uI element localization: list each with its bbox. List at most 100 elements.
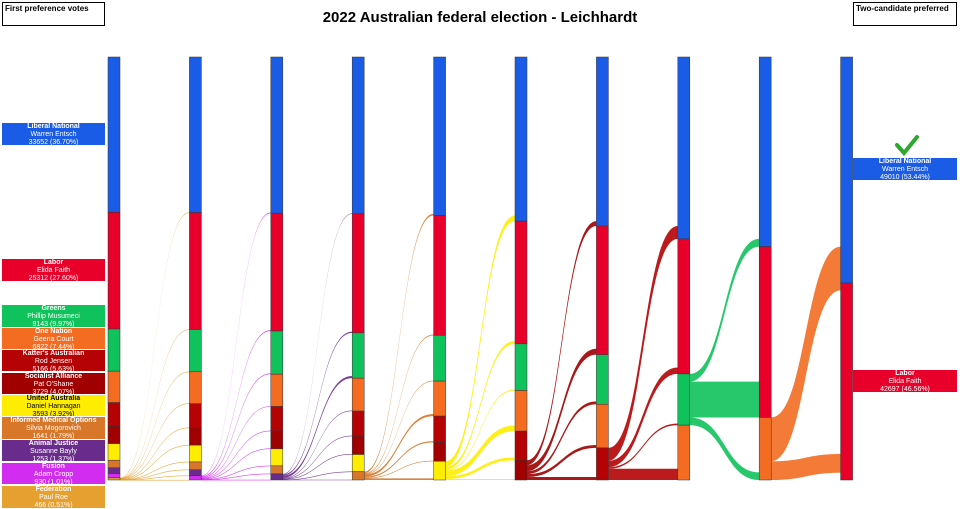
transfer-flow-imo-to-onp [364, 414, 434, 477]
first-preference-label-fus: Fusion Adam Cropp 930 (1.01%) [2, 463, 105, 484]
label-candidate: Phillip Musumeci [27, 313, 80, 320]
continuing-flow [282, 213, 353, 332]
label-candidate: Daniel Hannagan [26, 403, 81, 410]
transfer-flow-fed-to-soc [120, 445, 190, 480]
continuing-flow [282, 331, 353, 377]
bar-col5-soc [514, 460, 528, 481]
label-candidate: Susanne Bayly [30, 448, 77, 455]
bar-col3-lnp [351, 56, 365, 215]
continuing-flow [527, 57, 597, 222]
transfer-flow-uap-to-onp [445, 425, 515, 477]
transfer-flow-fed-to-kap [120, 427, 190, 480]
continuing-flow [201, 329, 271, 374]
label-party: Informed Medical Options [10, 417, 97, 424]
label-label: 930 (1.01%) [34, 479, 73, 484]
bar-col0-soc [107, 426, 121, 444]
transfer-flow-ajp-to-grn [282, 376, 353, 478]
label-party: Socialist Alliance [24, 373, 83, 380]
bar-col6-lnp [596, 56, 609, 227]
bar-col7-onp [677, 424, 691, 481]
continuing-flow [120, 473, 190, 480]
two-candidate-label-alp: Labor Elida Faith 42697 (46.56%) [853, 370, 957, 392]
bar-col5-kap [514, 430, 528, 461]
label-party: Federation [35, 486, 72, 493]
transfer-flow-fus-to-ajp [201, 479, 271, 481]
transfer-flow-fed-to-uap [120, 461, 190, 480]
winner-marks [895, 135, 919, 157]
label-label: 1253 (1.37%) [32, 456, 75, 461]
bar-col3-uap [351, 454, 365, 472]
bar-col3-onp [351, 377, 365, 412]
transfer-flow-soc-to-alp [527, 348, 597, 472]
bar-col2-grn [270, 330, 284, 375]
label-party: One Nation [34, 328, 73, 335]
transfer-flow-kap-to-alp [608, 367, 678, 468]
two-candidate-label-lnp: Liberal National Warren Entsch 49010 (53.4… [853, 158, 957, 180]
continuing-flow [445, 215, 515, 342]
bar-col1-grn [189, 329, 202, 373]
bar-col1-fus [189, 475, 202, 481]
bar-col3-kap [351, 410, 365, 437]
transfer-flow-imo-to-uap [364, 478, 434, 480]
transfer-flow-soc-to-lnp [527, 221, 597, 466]
transfer-flow-imo-to-grn [364, 380, 434, 475]
transfer-flow-fed-to-lnp [120, 212, 190, 479]
bar-col2-uap [270, 448, 284, 467]
bar-col2-imo [270, 465, 284, 475]
continuing-flow [445, 416, 515, 458]
label-candidate: Adam Cropp [33, 471, 74, 478]
transfer-flow-ajp-to-onp [282, 410, 353, 479]
transfer-flow-ajp-to-uap [282, 471, 353, 481]
continuing-flow [282, 431, 353, 454]
label-candidate: Rod Jensen [34, 358, 73, 365]
winner-check-icon [895, 135, 919, 157]
bar-col4-lnp [433, 56, 446, 216]
label-label: 9143 (9.97%) [32, 321, 75, 327]
two-candidate-preferred-heading: Two-candidate preferred [853, 2, 957, 26]
continuing-flow [282, 374, 353, 411]
label-candidate: Paul Roe [39, 494, 68, 501]
first-preference-label-alp: Labor Elida Faith 25312 (27.60%) [2, 259, 105, 281]
bar-col0-grn [107, 328, 121, 372]
continuing-flow [527, 221, 597, 349]
continuing-flow [201, 212, 271, 331]
continuing-flow [364, 57, 434, 214]
bar-col9-lnp [840, 56, 853, 284]
label-label: 3593 (3.92%) [32, 411, 75, 416]
bar-col2-alp [270, 212, 284, 332]
transfer-flow-fus-to-alp [201, 330, 271, 478]
bar-col0-kap [107, 402, 121, 427]
continuing-flow [201, 371, 271, 407]
label-party: Katter's Australian [22, 350, 85, 357]
first-preference-label-kap: Katter's Australian Rod Jensen 5166 (5.63%… [2, 350, 105, 371]
label-party: United Australia [26, 395, 81, 402]
first-preference-label-soc: Socialist Alliance Pat O'Shane 3729 (4.07%… [2, 373, 105, 394]
transfer-flow-imo-to-kap [364, 441, 434, 478]
bar-col1-imo [189, 461, 202, 471]
label-candidate: Elida Faith [36, 267, 71, 274]
continuing-flow [689, 57, 760, 239]
bar-col8-alp [758, 246, 772, 418]
transfer-flow-soc-to-grn [527, 401, 597, 475]
continuing-flow [282, 465, 353, 480]
transfer-flow-onp-to-lnp [771, 246, 841, 462]
label-label: 33652 (36.70%) [28, 139, 79, 145]
bar-col1-uap [189, 444, 202, 463]
first-preference-heading: First preference votes [2, 2, 105, 26]
bar-col3-soc [351, 435, 365, 455]
bar-col0-imo [107, 459, 121, 469]
label-label: 466 (0.51%) [34, 502, 73, 508]
continuing-flow [201, 469, 271, 480]
bar-col4-soc [433, 442, 446, 462]
transfer-flows [120, 57, 841, 481]
bar-col2-lnp [270, 56, 284, 214]
label-label: 42697 (46.56%) [880, 386, 930, 392]
bar-col6-grn [596, 354, 609, 405]
transfer-flow-uap-to-alp [445, 341, 515, 470]
continuing-flow [364, 411, 434, 442]
continuing-flow [364, 332, 434, 381]
continuing-flow [201, 427, 271, 449]
label-candidate: Pat O'Shane [33, 381, 74, 388]
bar-col2-ajp [270, 473, 284, 481]
transfer-flow-fus-to-uap [201, 465, 271, 480]
